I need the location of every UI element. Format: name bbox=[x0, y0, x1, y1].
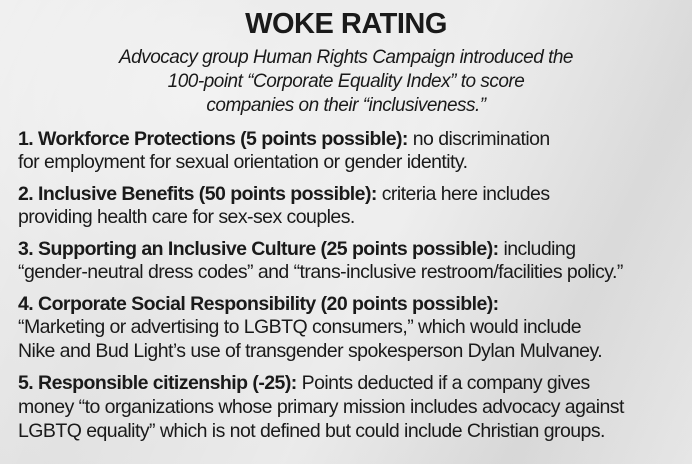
item-heading: 4. Corporate Social Responsibility (20 p… bbox=[18, 293, 499, 315]
item-text: for employment for sexual orientation or… bbox=[18, 151, 468, 173]
item-text: LGBTQ equality” which is not defined but… bbox=[18, 420, 605, 442]
item-3: 3. Supporting an Inclusive Culture (25 p… bbox=[18, 238, 576, 261]
item-text: “gender-neutral dress codes” and “trans-… bbox=[18, 261, 623, 283]
item-heading: 3. Supporting an Inclusive Culture (25 p… bbox=[18, 238, 499, 260]
paper-background bbox=[0, 0, 692, 464]
item-text: money “to organizations whose primary mi… bbox=[18, 396, 624, 418]
item-1: 1. Workforce Protections (5 points possi… bbox=[18, 128, 550, 151]
subtitle-line: companies on their “inclusiveness.” bbox=[206, 95, 486, 116]
item-text: no discrimination bbox=[407, 128, 551, 150]
subtitle-line: Advocacy group Human Rights Campaign int… bbox=[119, 47, 574, 68]
item-heading: 2. Inclusive Benefits (50 points possibl… bbox=[18, 183, 377, 205]
item-text: Points deducted if a company gives bbox=[296, 372, 591, 394]
item-heading: 5. Responsible citizenship (-25): bbox=[18, 372, 297, 394]
item-4: 4. Corporate Social Responsibility (20 p… bbox=[18, 293, 499, 316]
item-text: criteria here includes bbox=[376, 183, 550, 205]
item-2: 2. Inclusive Benefits (50 points possibl… bbox=[18, 183, 550, 206]
subtitle-line: 100-point “Corporate Equality Index” to … bbox=[167, 71, 525, 92]
item-text: Nike and Bud Light’s use of transgender … bbox=[18, 340, 603, 362]
item-5: 5. Responsible citizenship (-25): Points… bbox=[18, 372, 590, 395]
item-text: including bbox=[498, 238, 576, 260]
page-title: WOKE RATING bbox=[245, 8, 447, 40]
item-heading: 1. Workforce Protections (5 points possi… bbox=[18, 128, 408, 150]
item-text: “Marketing or advertising to LGBTQ consu… bbox=[18, 316, 582, 338]
item-text: providing health care for sex-sex couple… bbox=[18, 206, 355, 228]
